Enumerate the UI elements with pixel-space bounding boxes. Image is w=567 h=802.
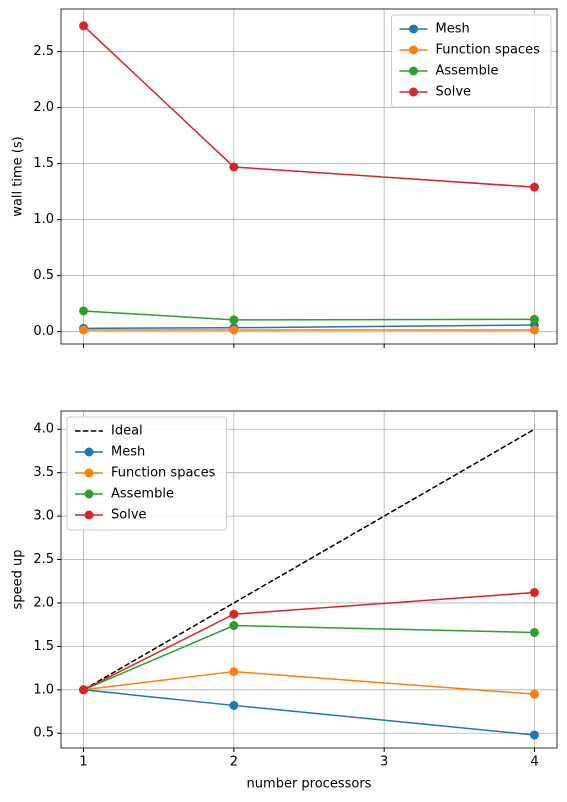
legend-marker (84, 489, 94, 499)
y-tick-label: 4.0 (33, 422, 54, 437)
data-point (529, 627, 539, 637)
legend-label: Mesh (436, 22, 470, 37)
data-point (529, 314, 539, 324)
data-point (79, 685, 89, 695)
legend-label: Ideal (111, 424, 143, 439)
data-point (79, 325, 89, 335)
x-tick-label: 4 (530, 755, 538, 770)
legend-label: Solve (436, 85, 472, 100)
y-tick-label: 1.0 (33, 682, 54, 697)
legend-marker (84, 447, 94, 457)
y-tick-label: 2.5 (33, 552, 54, 567)
legend-marker (409, 87, 418, 97)
data-point (79, 306, 89, 316)
data-point (229, 609, 239, 619)
y-tick-label: 2.5 (33, 44, 54, 59)
legend-label: Solve (111, 508, 147, 523)
data-point (529, 325, 539, 335)
y-tick-label: 2.0 (33, 100, 54, 115)
y-axis-label: speed up (11, 550, 26, 610)
x-tick-label: 3 (380, 755, 388, 770)
data-point (229, 621, 239, 631)
legend-marker (409, 45, 418, 55)
legend-label: Assemble (111, 487, 174, 502)
x-axis-label: number processors (247, 777, 372, 792)
series-line (83, 324, 535, 330)
y-tick-label: 3.0 (33, 509, 54, 524)
series-line (83, 670, 535, 695)
data-point (229, 667, 239, 677)
x-tick-label: 2 (230, 755, 238, 770)
plot-frame (60, 8, 558, 345)
series-line (83, 689, 535, 736)
series-line (83, 624, 535, 691)
y-tick-label: 1.0 (33, 212, 54, 227)
legend-marker (409, 24, 418, 34)
series-line (83, 428, 535, 691)
legend-box (66, 416, 227, 531)
x-tick-label: 1 (79, 755, 87, 770)
legend-box (391, 14, 552, 108)
legend-marker (409, 66, 418, 76)
y-tick-label: 2.0 (33, 595, 54, 610)
plot-frame (60, 410, 558, 749)
legend-label: Function spaces (436, 43, 541, 58)
data-point (529, 730, 539, 740)
series-line (83, 591, 535, 691)
data-point (229, 700, 239, 710)
y-tick-label: 0.0 (33, 324, 54, 339)
data-point (529, 689, 539, 699)
data-point (529, 588, 539, 598)
series-line (83, 310, 535, 321)
y-axis-label: wall time (s) (11, 136, 26, 216)
y-tick-label: 3.5 (33, 465, 54, 480)
data-point (229, 325, 239, 335)
y-tick-label: 1.5 (33, 156, 54, 171)
legend-label: Function spaces (111, 466, 216, 481)
y-tick-label: 0.5 (33, 268, 54, 283)
legend-marker (84, 510, 94, 520)
y-tick-label: 0.5 (33, 726, 54, 741)
data-point (229, 162, 239, 172)
legend-label: Mesh (111, 445, 145, 460)
y-tick-label: 1.5 (33, 639, 54, 654)
data-point (229, 315, 239, 325)
data-point (79, 21, 89, 31)
legend-label: Assemble (436, 64, 499, 79)
legend-marker (84, 468, 94, 478)
data-point (529, 182, 539, 192)
